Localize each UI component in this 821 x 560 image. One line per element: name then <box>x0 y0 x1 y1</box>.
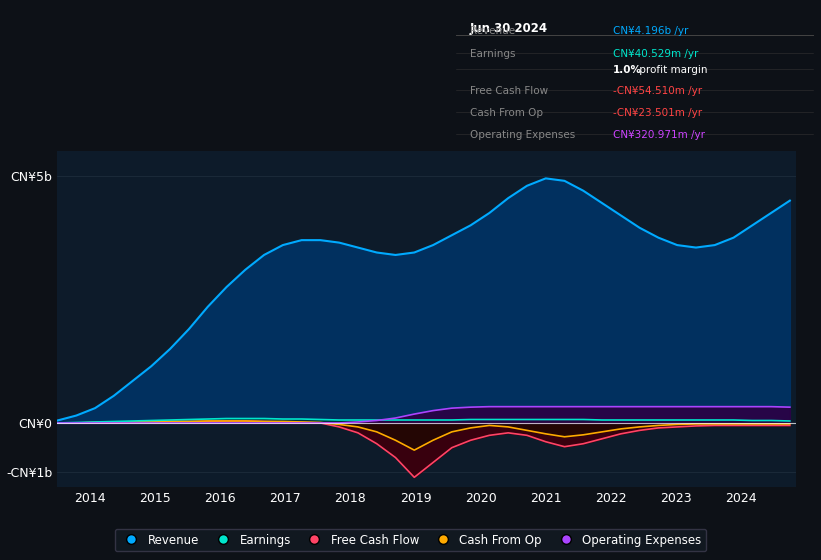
Text: CN¥4.196b /yr: CN¥4.196b /yr <box>612 26 688 36</box>
Text: 1.0%: 1.0% <box>612 65 642 75</box>
Text: Earnings: Earnings <box>470 49 516 59</box>
Legend: Revenue, Earnings, Free Cash Flow, Cash From Op, Operating Expenses: Revenue, Earnings, Free Cash Flow, Cash … <box>115 529 706 551</box>
Text: -CN¥23.501m /yr: -CN¥23.501m /yr <box>612 108 702 118</box>
Text: -CN¥54.510m /yr: -CN¥54.510m /yr <box>612 86 702 96</box>
Text: Revenue: Revenue <box>470 26 515 36</box>
Text: Operating Expenses: Operating Expenses <box>470 130 576 141</box>
Text: CN¥320.971m /yr: CN¥320.971m /yr <box>612 130 704 141</box>
Text: Cash From Op: Cash From Op <box>470 108 543 118</box>
Text: profit margin: profit margin <box>636 65 708 75</box>
Text: Free Cash Flow: Free Cash Flow <box>470 86 548 96</box>
Text: CN¥40.529m /yr: CN¥40.529m /yr <box>612 49 698 59</box>
Text: Jun 30 2024: Jun 30 2024 <box>470 22 548 35</box>
